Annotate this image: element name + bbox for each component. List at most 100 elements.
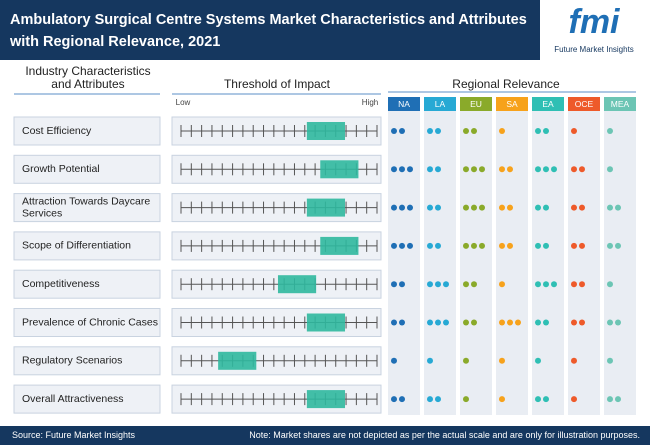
dot [543, 166, 549, 173]
relevance-dots [535, 128, 549, 134]
region-name: NA [398, 99, 410, 109]
region-column [460, 97, 492, 415]
dot [615, 242, 621, 249]
relevance-dots [391, 242, 413, 249]
dot [435, 319, 441, 326]
relevance-dots [427, 166, 441, 173]
dot [571, 281, 577, 288]
dot [499, 319, 505, 326]
dot [435, 242, 441, 249]
relevance-dots [607, 128, 613, 134]
row-label: Competitiveness [22, 278, 100, 290]
dot [435, 204, 441, 211]
dot [535, 396, 541, 403]
region-column [424, 97, 456, 415]
dot [607, 357, 613, 364]
relevance-dots [535, 319, 549, 326]
dot [399, 166, 405, 173]
row-label-box [13, 308, 161, 337]
relevance-dots [391, 396, 405, 403]
relevance-dots [463, 281, 477, 288]
dot [615, 396, 621, 403]
relevance-dots [463, 204, 485, 211]
dot [543, 128, 549, 134]
dot [391, 396, 397, 403]
dot [435, 166, 441, 173]
dot [443, 319, 449, 326]
region-name: MEA [611, 99, 630, 109]
dot [499, 128, 505, 134]
relevance-dots [535, 204, 549, 211]
dot [571, 128, 577, 134]
dot [535, 281, 541, 288]
dot [499, 396, 505, 403]
logo-area [540, 0, 650, 60]
title-line: Ambulatory Surgical Centre Systems Marke… [10, 12, 527, 28]
relevance-dots [571, 319, 585, 326]
row-label: Growth Potential [22, 163, 100, 175]
dot [435, 396, 441, 403]
dot [579, 204, 585, 211]
dot [543, 281, 549, 288]
dot [391, 166, 397, 173]
dot [579, 166, 585, 173]
relevance-dots [427, 204, 441, 211]
relevance-dots [391, 166, 413, 173]
relevance-dots [499, 357, 505, 364]
relevance-dots [391, 319, 405, 326]
dot [535, 166, 541, 173]
dot [427, 396, 433, 403]
dot [471, 242, 477, 249]
relevance-dots [571, 166, 585, 173]
dot [407, 204, 413, 211]
dot [571, 396, 577, 403]
dot [479, 242, 485, 249]
relevance-dots [571, 281, 585, 288]
relevance-dots [499, 319, 521, 326]
dot [427, 319, 433, 326]
dot [399, 128, 405, 134]
column-header: Threshold of Impact [224, 77, 331, 91]
title-line: with Regional Relevance, 2021 [9, 34, 220, 50]
scale-high: High [362, 98, 378, 107]
row-label-box [13, 116, 161, 146]
relevance-dots [427, 357, 433, 364]
column-header: and Attributes [51, 77, 124, 91]
footer-band [0, 426, 650, 445]
dot [443, 281, 449, 288]
region-header [604, 97, 636, 111]
dot [427, 128, 433, 134]
dot [463, 357, 469, 364]
dot [543, 242, 549, 249]
dot [571, 319, 577, 326]
dot [579, 281, 585, 288]
dot [463, 242, 469, 249]
dot [499, 357, 505, 364]
region-column [532, 97, 564, 415]
relevance-dots [463, 166, 485, 173]
relevance-dots [535, 396, 549, 403]
dot [463, 204, 469, 211]
dot [427, 204, 433, 211]
impact-range [277, 275, 317, 294]
dot [427, 281, 433, 288]
relevance-dots [391, 204, 413, 211]
relevance-dots [571, 128, 577, 134]
dot [535, 204, 541, 211]
dot [391, 281, 397, 288]
dot [579, 242, 585, 249]
row-label-box [13, 231, 161, 261]
region-column [388, 97, 420, 415]
logo: fmi [569, 3, 622, 41]
header-band [0, 0, 540, 60]
dot [471, 128, 477, 134]
relevance-dots [571, 357, 577, 364]
dot [427, 166, 433, 173]
relevance-dots [499, 242, 513, 249]
relevance-dots [463, 319, 477, 326]
scale-low: Low [176, 98, 191, 107]
relevance-dots [427, 242, 441, 249]
dot [535, 319, 541, 326]
dot [571, 204, 577, 211]
relevance-dots [499, 166, 513, 173]
